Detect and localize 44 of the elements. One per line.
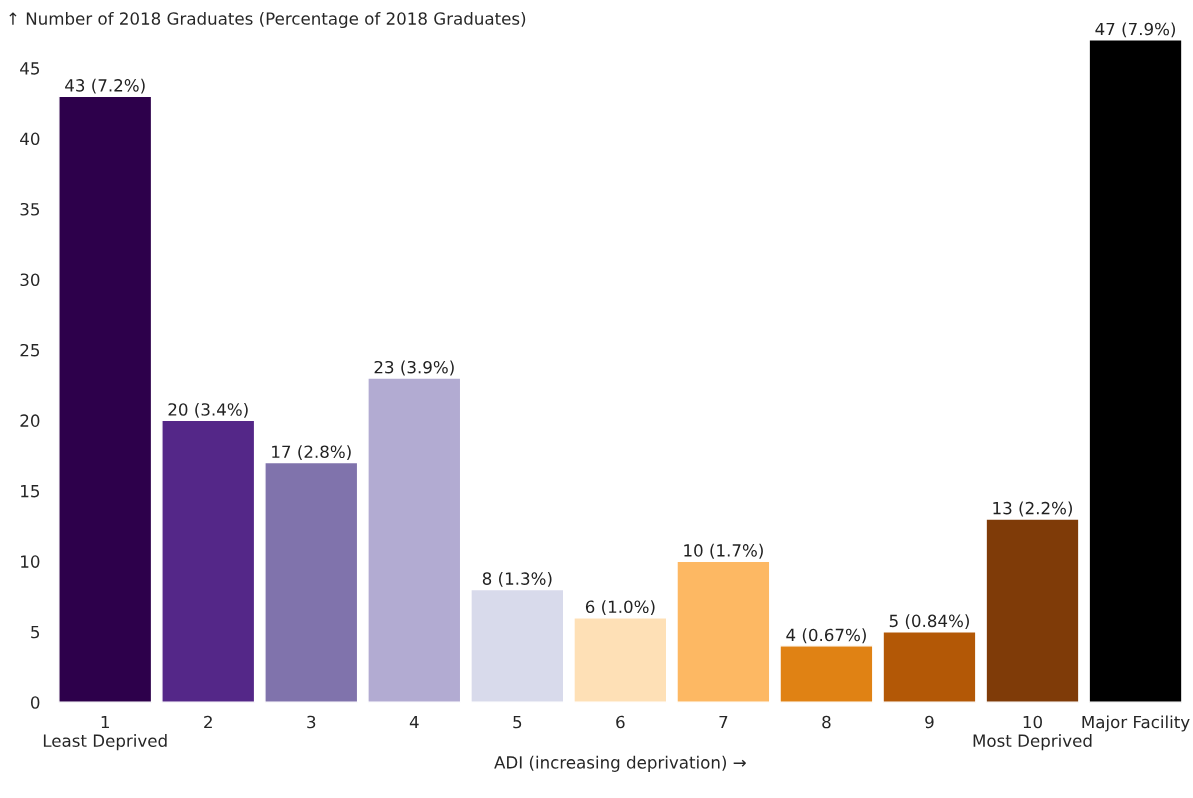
data-label: 20 (3.4%) [168, 402, 248, 418]
x-tick-label: 2 [204, 715, 212, 729]
y-tick-label: 20 [20, 414, 40, 427]
y-tick-label: 40 [20, 132, 40, 146]
x-tick-label: 1 Least Deprived [43, 715, 167, 751]
bar [779, 645, 874, 703]
bar [367, 377, 462, 703]
data-label: 10 (1.7%) [684, 543, 763, 559]
x-tick-label: 5 [513, 715, 522, 729]
data-label: 47 (7.9%) [1095, 22, 1176, 38]
data-label: 8 (1.3%) [482, 572, 552, 587]
bar [882, 631, 977, 703]
bar [573, 616, 668, 703]
data-label: 13 (2.2%) [993, 501, 1072, 517]
x-tick-label: 7 [719, 715, 728, 729]
y-tick-label: 0 [30, 696, 40, 709]
x-tick-label: 9 [925, 715, 934, 729]
y-tick-label: 10 [21, 555, 40, 568]
data-label: 5 (0.84%) [889, 614, 969, 630]
bar [58, 95, 153, 703]
x-tick-label: 6 [616, 715, 625, 729]
data-label: 17 (2.8%) [272, 445, 351, 461]
y-tick-label: 15 [21, 485, 40, 498]
y-tick-label: 45 [20, 62, 40, 75]
data-label: 23 (3.9%) [374, 360, 454, 376]
y-tick-label: 5 [31, 625, 40, 639]
y-tick-label: 30 [20, 273, 40, 287]
y-tick-label: 35 [20, 202, 40, 216]
y-tick-label: 25 [20, 343, 40, 357]
y-axis-title: ↑ Number of 2018 Graduates (Percentage of 2018 Graduates) [9, 11, 526, 29]
bar [264, 461, 359, 703]
x-tick-label: 8 [822, 715, 831, 729]
bar [1088, 39, 1183, 703]
x-tick-label: 4 [409, 715, 419, 729]
bar [470, 588, 565, 703]
bar [676, 560, 771, 703]
x-tick-label: 3 [307, 715, 316, 729]
x-tick-label: Major Facility [1082, 715, 1190, 732]
bar [985, 518, 1080, 703]
data-label: 6 (1.0%) [585, 600, 655, 616]
x-axis-title: ADI (increasing deprivation) → [494, 755, 746, 772]
data-label: 4 (0.67%) [786, 628, 866, 644]
bar [161, 419, 256, 703]
data-label: 43 (7.2%) [65, 78, 145, 94]
